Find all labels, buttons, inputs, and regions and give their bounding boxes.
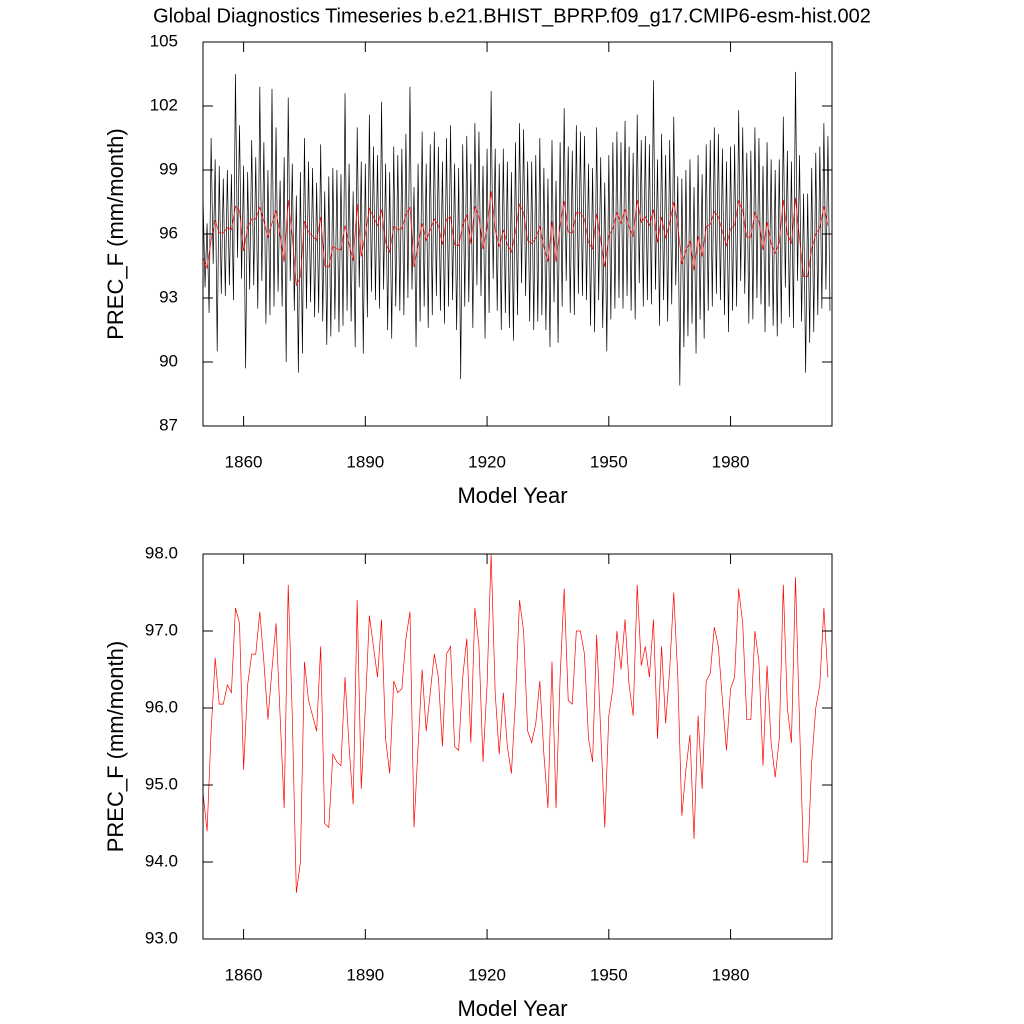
- y-tick-label: 93: [159, 287, 178, 306]
- x-axis-label: Model Year: [457, 483, 567, 508]
- y-tick-label: 102: [150, 95, 178, 114]
- chart-title: Global Diagnostics Timeseries b.e21.BHIS…: [153, 5, 871, 27]
- plot-frame: [202, 553, 833, 940]
- x-tick-label: 1980: [712, 452, 750, 471]
- x-tick-label: 1890: [346, 452, 384, 471]
- x-tick-label: 1920: [468, 452, 506, 471]
- x-tick-label: 1980: [712, 965, 750, 984]
- x-tick-label: 1860: [225, 452, 263, 471]
- y-tick-label: 90: [159, 351, 178, 370]
- data-line: [202, 191, 829, 287]
- y-tick-label: 99: [159, 159, 178, 178]
- y-tick-label: 96.0: [145, 697, 178, 716]
- x-axis-label: Model Year: [457, 996, 567, 1021]
- y-tick-label: 93.0: [145, 928, 178, 947]
- x-tick-label: 1890: [346, 965, 384, 984]
- y-axis-label: PREC_F (mm/month): [103, 128, 128, 339]
- y-tick-label: 87: [159, 415, 178, 434]
- x-tick-label: 1920: [468, 965, 506, 984]
- y-tick-label: 96: [159, 223, 178, 242]
- x-tick-label: 1950: [590, 452, 628, 471]
- y-tick-label: 97.0: [145, 620, 178, 639]
- y-tick-label: 98.0: [145, 543, 178, 562]
- y-tick-label: 95.0: [145, 774, 178, 793]
- x-tick-label: 1860: [225, 965, 263, 984]
- data-line: [202, 553, 829, 893]
- x-tick-label: 1950: [590, 965, 628, 984]
- data-line: [202, 71, 831, 386]
- y-axis-label: PREC_F (mm/month): [103, 641, 128, 852]
- y-tick-label: 94.0: [145, 851, 178, 870]
- y-tick-label: 105: [150, 31, 178, 50]
